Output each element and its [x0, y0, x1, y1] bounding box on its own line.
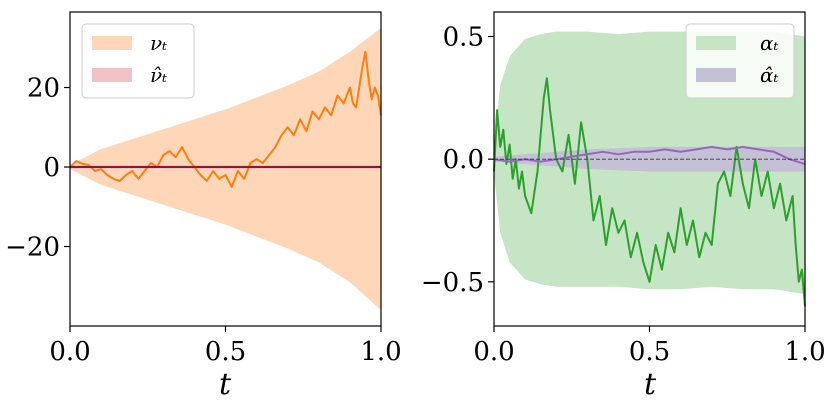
legend-box-left [81, 23, 195, 99]
legend-label-alpha-hat: α̂ₜ [760, 63, 779, 87]
legend-label-alpha: αₜ [760, 31, 779, 55]
legend-swatch-nu [92, 36, 132, 50]
y-tick-label-left-0: 20 [27, 74, 60, 104]
x-tick-label-right-1: 0.5 [629, 337, 670, 367]
y-tick-label-right-1: 0.0 [443, 145, 484, 175]
x-axis-label-right: t [644, 367, 657, 402]
x-tick-label-right-2: 1.0 [784, 337, 825, 367]
legend-swatch-nu-hat [92, 68, 132, 82]
legend-left: νₜ ν̂ₜ [81, 23, 195, 99]
series-alpha-hat-path [493, 145, 806, 166]
chart-left: 0.0 0.5 1.0 20 0 −20 t νₜ ν̂ₜ [5, 11, 402, 402]
legend-swatch-alpha [696, 36, 736, 50]
y-tick-label-left-1: 0 [43, 153, 60, 183]
x-tick-label-left-2: 1.0 [360, 337, 401, 367]
series-nu-path [69, 50, 382, 188]
series-alpha-path [493, 77, 806, 307]
y-tick-label-right-0: 0.5 [443, 23, 484, 53]
y-tick-label-left-2: −20 [5, 233, 60, 263]
x-tick-label-left-0: 0.0 [49, 337, 90, 367]
x-axis-label-left: t [219, 367, 232, 402]
legend-swatch-alpha-hat [696, 68, 736, 82]
y-tick-label-right-2: −0.5 [421, 268, 484, 298]
plot-area-left [69, 27, 382, 311]
legend-label-nu-hat: ν̂ₜ [150, 63, 167, 87]
legend-label-nu: νₜ [150, 31, 167, 55]
chart-right: 0.0 0.5 1.0 0.5 0.0 −0.5 t αₜ α̂ₜ [421, 11, 826, 402]
x-tick-label-right-0: 0.0 [473, 337, 514, 367]
ticks-right: 0.0 0.5 1.0 0.5 0.0 −0.5 [421, 23, 826, 367]
legend-right: αₜ α̂ₜ [685, 23, 795, 99]
x-tick-label-left-1: 0.5 [205, 337, 246, 367]
ticks-left: 0.0 0.5 1.0 20 0 −20 [5, 74, 402, 367]
